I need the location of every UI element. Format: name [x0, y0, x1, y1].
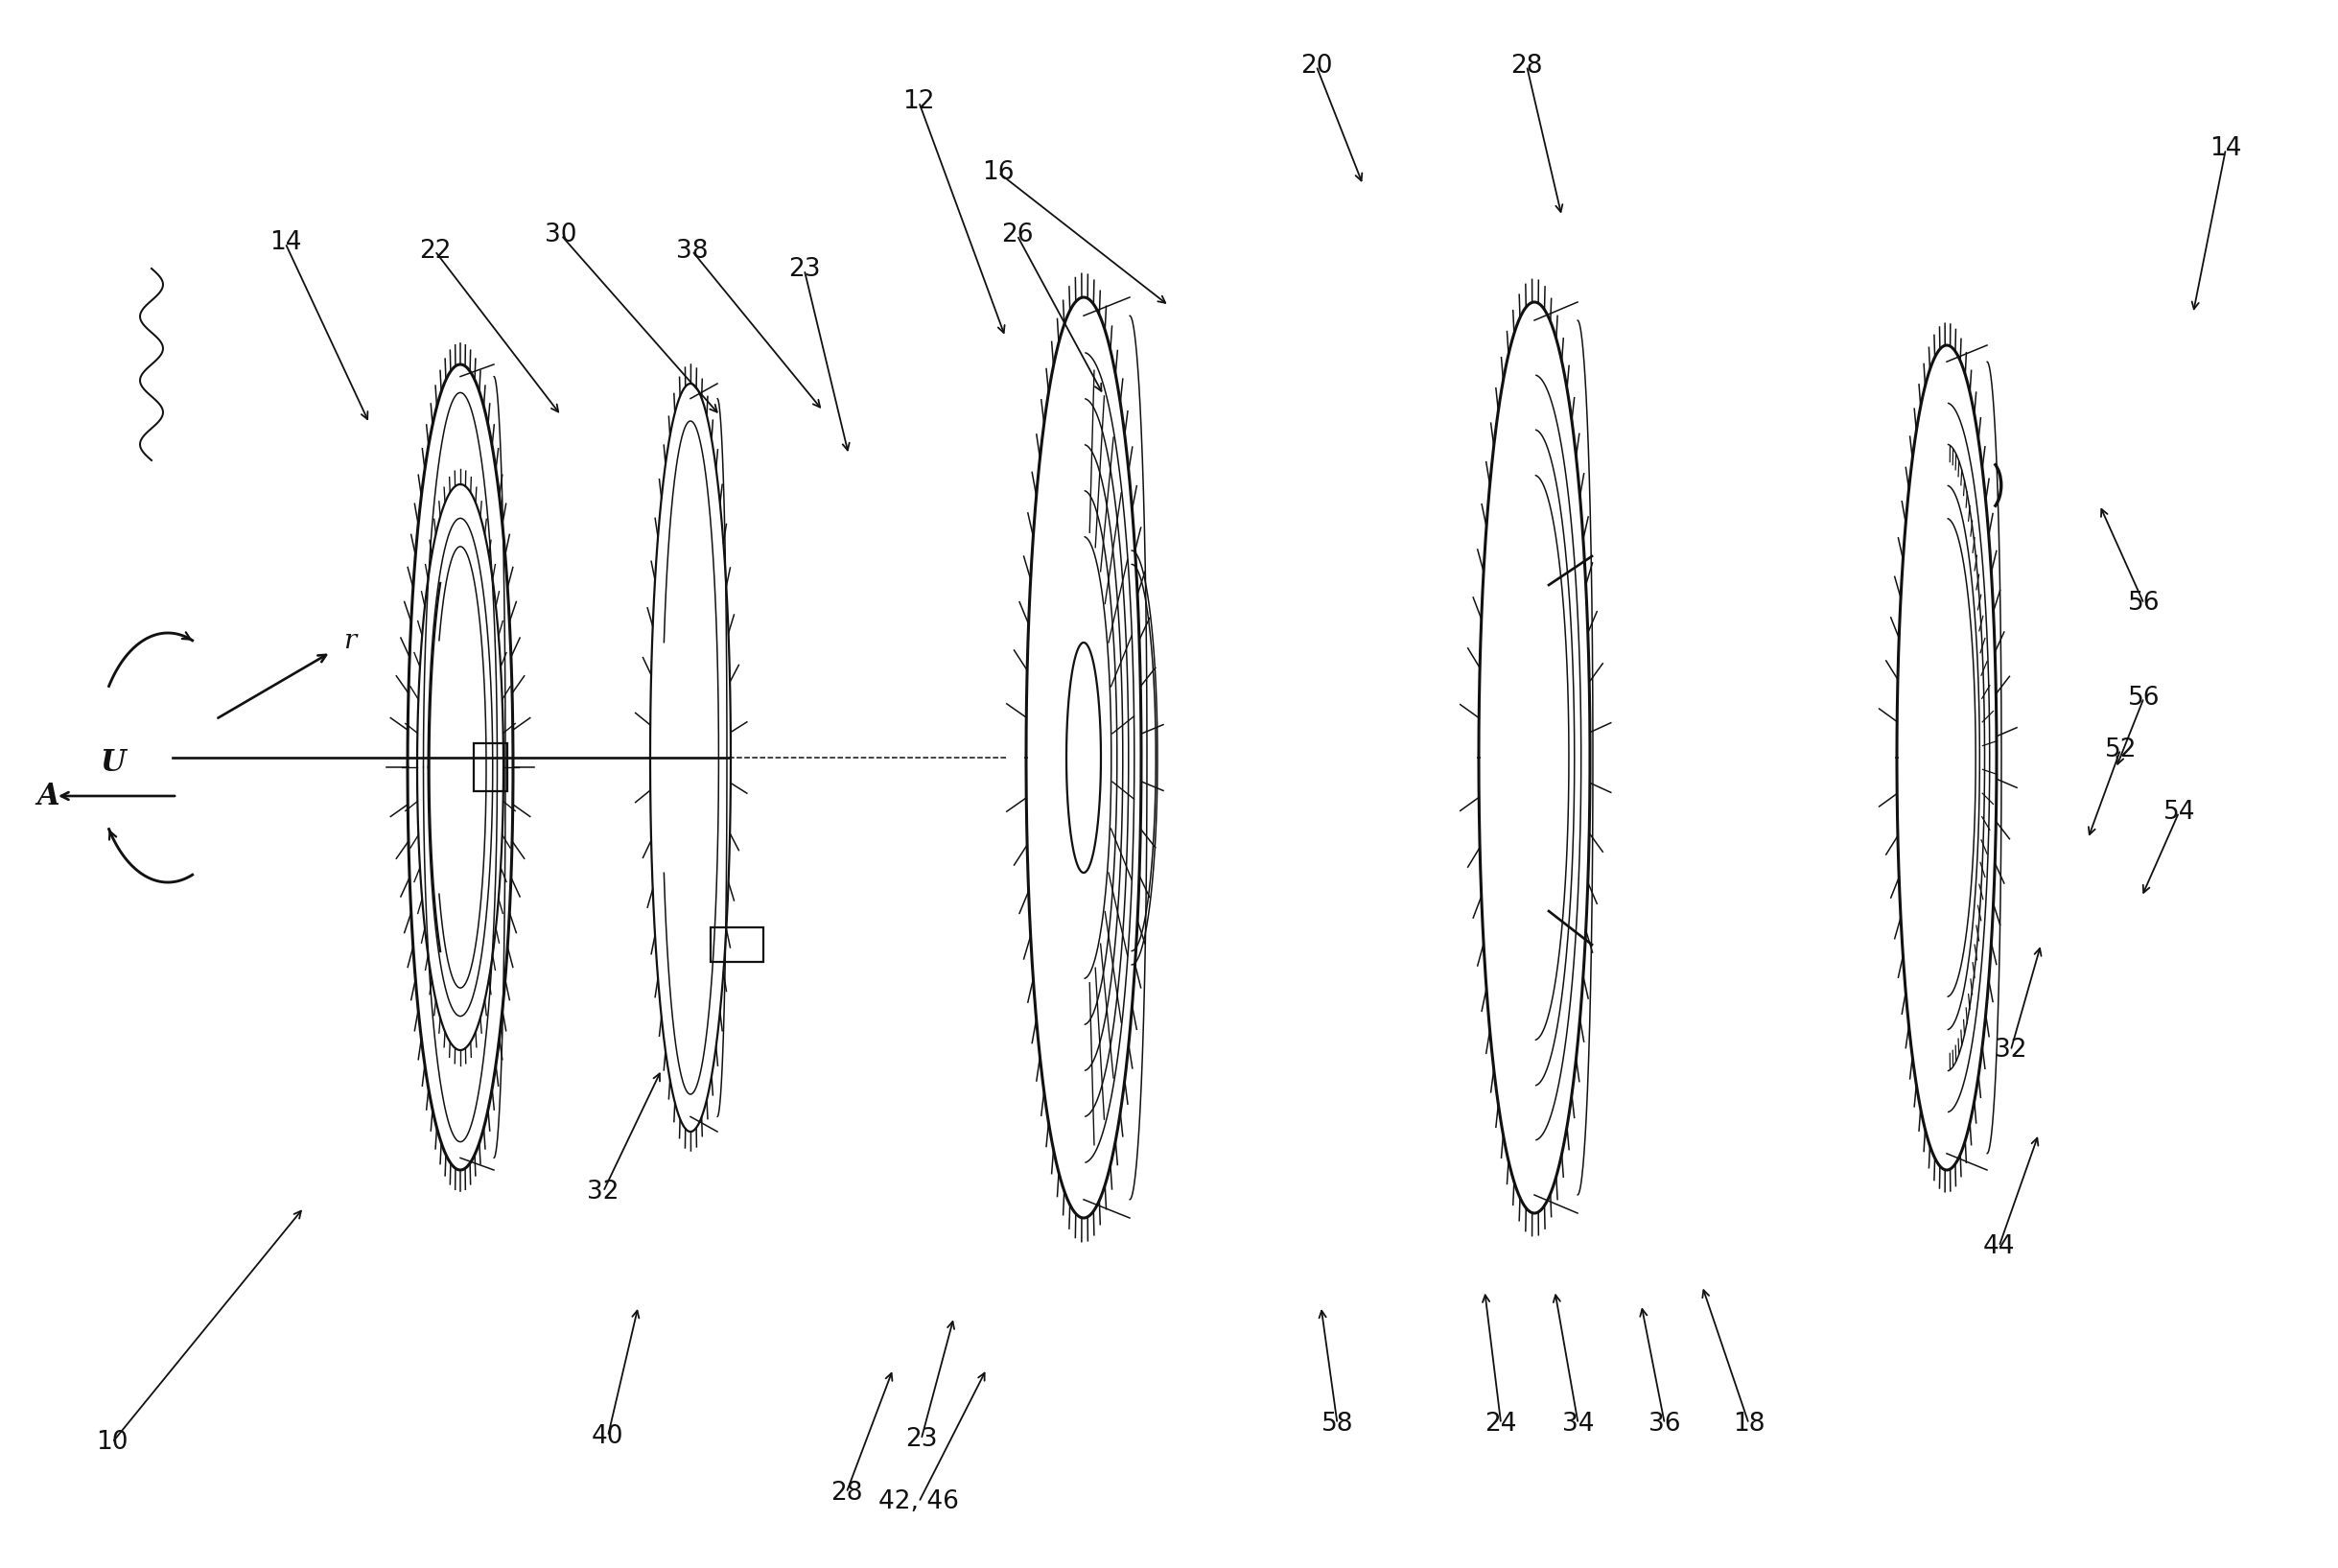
Text: A: A [37, 781, 58, 811]
Text: U: U [101, 748, 126, 778]
Text: 14: 14 [2209, 136, 2242, 162]
Text: 40: 40 [592, 1424, 624, 1449]
Text: 26: 26 [1001, 223, 1033, 248]
Text: 16: 16 [982, 160, 1015, 185]
Text: 34: 34 [1562, 1411, 1595, 1436]
Text: 30: 30 [545, 223, 577, 248]
Bar [475, 743, 507, 792]
Text: 23: 23 [788, 257, 821, 282]
Text: 56: 56 [2128, 685, 2160, 710]
Text: 28: 28 [830, 1480, 863, 1505]
Text: 22: 22 [419, 238, 451, 263]
Text: 20: 20 [1300, 53, 1333, 78]
Text: 52: 52 [2104, 737, 2137, 762]
Text: 12: 12 [902, 89, 935, 114]
Text: 10: 10 [96, 1430, 129, 1455]
Text: 23: 23 [905, 1427, 938, 1452]
Text: 24: 24 [1485, 1411, 1517, 1436]
Text: 44: 44 [1983, 1234, 2015, 1259]
Text: 36: 36 [1648, 1411, 1681, 1436]
Text: r: r [344, 627, 355, 654]
Text: 54: 54 [2163, 800, 2195, 825]
Text: 58: 58 [1321, 1411, 1354, 1436]
Text: 38: 38 [676, 238, 708, 263]
Text: 32: 32 [1994, 1038, 2027, 1063]
Text: 42, 46: 42, 46 [879, 1490, 959, 1515]
Text: 56: 56 [2128, 591, 2160, 616]
Text: 32: 32 [587, 1179, 620, 1204]
Text: 28: 28 [1510, 53, 1543, 78]
Text: 18: 18 [1732, 1411, 1765, 1436]
Text: 14: 14 [269, 230, 302, 256]
